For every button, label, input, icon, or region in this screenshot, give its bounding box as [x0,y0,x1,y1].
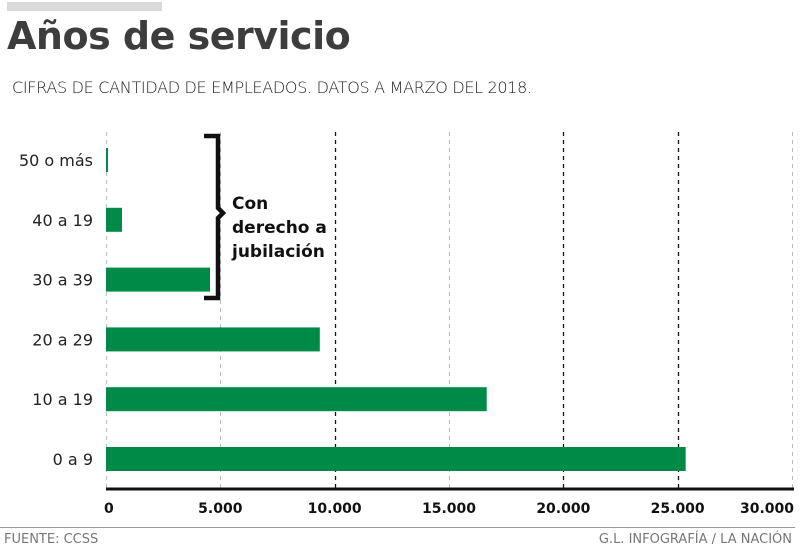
category-labels: 50 o más 40 a 19 30 a 39 20 a 29 10 a 19 0 a … [19,151,93,469]
annotation-text: jubilación [231,242,325,262]
x-tick-label: 5.000 [198,501,243,517]
retirement-annotation: Con derecho a jubilación [204,133,327,301]
annotation-text: Con [232,194,268,214]
chart-title: Años de servicio [7,14,351,58]
bar-10-a-19 [106,387,487,412]
credit-label: G.L. INFOGRAFÍA / LA NACIÓN [598,532,792,547]
category-label: 20 a 29 [32,330,93,349]
x-tick-label: 25.000 [651,501,705,517]
source-label: FUENTE: CCSS [4,532,99,547]
gridlines [106,132,793,489]
x-tick-label: 0 [104,501,114,517]
top-decorative-rule [7,2,162,11]
chart-subtitle: CIFRAS DE CANTIDAD DE EMPLEADOS. DATOS A… [12,78,532,97]
category-label: 10 a 19 [32,390,93,409]
bracket-icon [204,133,227,301]
category-label: 40 a 19 [32,211,93,230]
x-tick-label: 15.000 [422,501,476,517]
bar-40-a-19 [106,207,123,232]
annotation-text: derecho a [232,218,327,238]
category-label: 0 a 9 [53,450,93,469]
bar-20-a-29 [106,327,320,352]
x-tick-label: 30.000 [740,501,794,517]
category-label: 50 o más [19,151,93,170]
x-tick-label: 20.000 [536,501,590,517]
footer-divider [0,527,795,528]
category-label: 30 a 39 [32,271,93,290]
x-axis: 0 5.000 10.000 15.000 20.000 25.000 30.000 [104,487,794,517]
bars [106,148,686,471]
bar-30-a-39 [106,267,211,292]
bar-50-o-más [106,148,108,172]
bar-0-a-9 [106,447,686,471]
x-tick-label: 10.000 [308,501,362,517]
